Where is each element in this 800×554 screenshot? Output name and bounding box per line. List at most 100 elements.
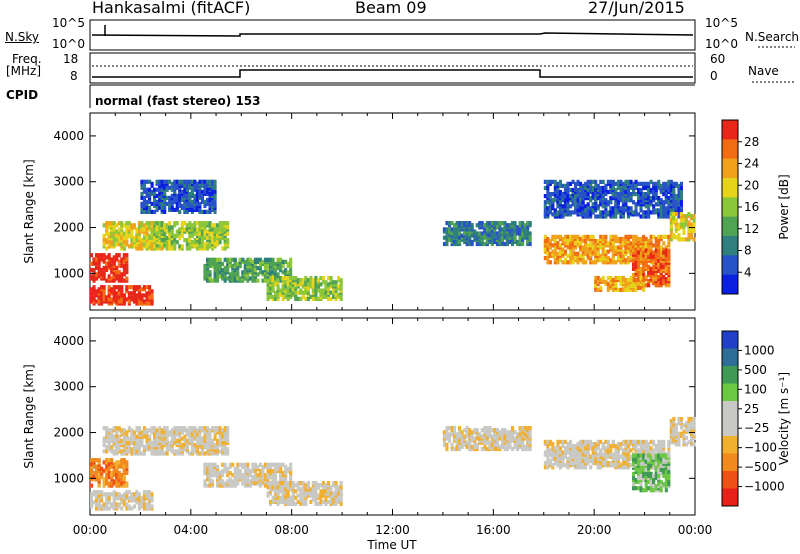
velocity-cell — [122, 438, 126, 443]
power-cell — [690, 233, 694, 238]
power-cell — [92, 270, 96, 275]
velocity-cell — [460, 442, 464, 447]
power-cell — [639, 241, 643, 246]
velocity-cell — [193, 426, 197, 431]
power-cell — [632, 272, 636, 278]
power-cell — [253, 257, 257, 262]
velocity-cell — [135, 490, 139, 495]
velocity-cell — [616, 454, 620, 459]
power-cell — [687, 222, 691, 227]
power-cell — [107, 231, 111, 236]
velocity-cell — [117, 434, 121, 439]
power-cell — [173, 242, 177, 247]
power-cell — [574, 241, 578, 246]
power-cell — [662, 185, 666, 191]
power-cell — [142, 293, 146, 298]
power-cell — [155, 205, 159, 210]
power-cell — [614, 245, 618, 250]
velocity-cell — [543, 439, 547, 444]
power-cell — [200, 209, 204, 214]
velocity-cell — [208, 471, 212, 476]
velocity-cell — [619, 441, 623, 447]
velocity-cell — [231, 473, 235, 478]
power-cell — [574, 202, 578, 207]
power-cell — [125, 238, 129, 243]
velocity-cell — [291, 481, 295, 486]
power-cell — [594, 198, 598, 203]
power-cell — [193, 240, 197, 245]
velocity-cell — [458, 446, 462, 452]
power-cell — [553, 251, 557, 256]
power-cell — [200, 244, 204, 249]
power-cell — [198, 231, 202, 236]
power-cell — [523, 235, 527, 240]
velocity-cell — [296, 487, 300, 492]
power-cell — [664, 245, 668, 250]
velocity-cell — [513, 436, 517, 441]
power-cell — [516, 239, 520, 244]
power-cell — [127, 231, 131, 236]
power-cell — [200, 229, 204, 234]
velocity-cell — [233, 471, 237, 476]
velocity-cell — [579, 448, 583, 453]
power-cell — [140, 242, 144, 247]
power-cell — [142, 229, 146, 234]
power-cell — [231, 257, 235, 262]
velocity-cell — [223, 451, 227, 456]
power-cell — [281, 288, 285, 293]
power-cell — [637, 285, 641, 290]
velocity-cell — [148, 496, 152, 501]
power-cell — [637, 264, 641, 269]
velocity-cell — [153, 443, 157, 448]
power-cell — [581, 206, 585, 211]
power-cell — [634, 179, 638, 184]
velocity-cell — [165, 451, 169, 456]
power-cell — [150, 289, 154, 294]
power-cell — [584, 239, 588, 244]
power-cell — [637, 181, 641, 186]
power-cell — [448, 233, 452, 238]
power-cell — [170, 181, 174, 186]
velocity-cell — [165, 426, 169, 431]
power-cell — [579, 198, 583, 203]
velocity-cell — [301, 481, 305, 486]
velocity-cell — [163, 436, 167, 441]
power-cell — [672, 181, 676, 186]
power-cell — [112, 297, 116, 302]
power-cell — [566, 239, 570, 244]
power-cell — [654, 277, 658, 282]
power-cell — [112, 227, 116, 232]
nave-axis-bottom: 0 — [710, 69, 718, 83]
power-cell — [586, 202, 590, 207]
power-cell — [488, 221, 492, 226]
freq-axis-bottom: 8 — [70, 69, 78, 83]
velocity-cell — [135, 426, 139, 431]
power-cell — [563, 234, 567, 239]
velocity-cell — [216, 464, 220, 469]
velocity-cell — [105, 458, 109, 463]
velocity-cell — [208, 483, 212, 488]
power-cell — [518, 231, 522, 236]
velocity-cell — [193, 443, 197, 448]
power-cell — [193, 205, 197, 210]
power-cell — [155, 179, 159, 184]
power-cell — [654, 239, 658, 244]
power-cell — [102, 238, 106, 243]
velocity-cell — [115, 460, 119, 465]
power-cell — [311, 278, 315, 283]
power-cell — [175, 221, 179, 226]
velocity-cell — [120, 506, 124, 511]
power-cell — [667, 198, 671, 203]
power-cell — [644, 198, 648, 203]
power-cell — [659, 256, 663, 261]
velocity-cell — [150, 504, 154, 509]
power-cell — [553, 192, 557, 197]
power-cell — [148, 225, 152, 230]
power-cell — [238, 263, 242, 269]
velocity-cell — [306, 491, 310, 496]
power-cell — [107, 221, 111, 226]
power-cell — [95, 272, 99, 277]
power-cell — [211, 227, 215, 232]
power-cell — [621, 253, 625, 258]
power-cell — [657, 256, 661, 261]
